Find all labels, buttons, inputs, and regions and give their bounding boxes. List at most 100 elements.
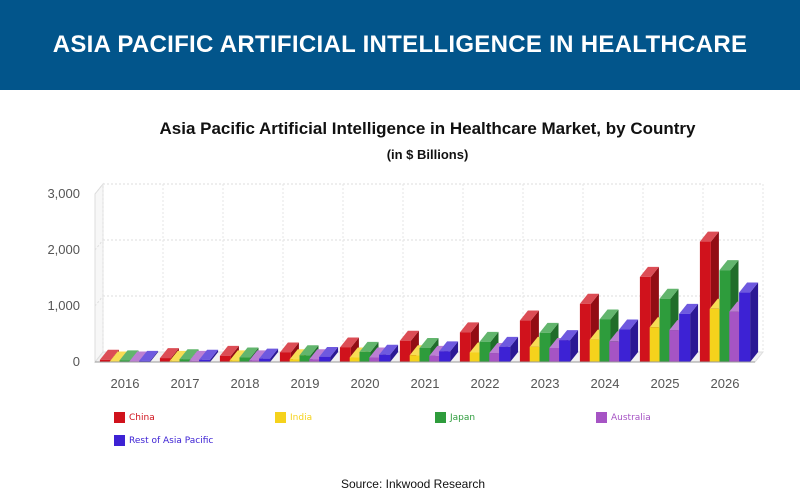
bar-japan-2017-top xyxy=(179,349,199,360)
bar-japan-2019 xyxy=(299,355,311,362)
bar-china-2016 xyxy=(99,359,111,362)
bar-japan-2026-top xyxy=(719,260,739,271)
x-tick-label: 2026 xyxy=(711,376,740,391)
bar-australia-2021 xyxy=(429,355,441,362)
bar-india-2019 xyxy=(289,359,301,362)
bar-china-2020-top xyxy=(339,337,359,348)
x-tick-label: 2022 xyxy=(471,376,500,391)
bar-china-2022 xyxy=(459,332,471,362)
bar-rest-of-asia-pacific-2022 xyxy=(499,346,511,362)
x-tick-label: 2016 xyxy=(111,376,140,391)
y-tick-label: 0 xyxy=(73,354,80,369)
bar-rest-of-asia-pacific-2019-side xyxy=(330,346,339,362)
bar-japan-2019-top xyxy=(299,345,319,356)
bar-rest-of-asia-pacific-2022-top xyxy=(499,336,519,347)
legend-swatch-india xyxy=(275,412,286,423)
bar-rest-of-asia-pacific-2024-side xyxy=(630,319,639,362)
bar-rest-of-asia-pacific-2021 xyxy=(439,351,451,362)
bar-rest-of-asia-pacific-2021-top xyxy=(439,341,459,352)
source-note: Source: Inkwood Research xyxy=(340,477,486,491)
bar-india-2026 xyxy=(709,308,721,362)
bar-japan-2026 xyxy=(719,270,731,362)
bar-rest-of-asia-pacific-2023-side xyxy=(570,330,579,362)
chart-side-wall xyxy=(94,182,104,364)
bar-rest-of-asia-pacific-2017-side xyxy=(210,349,219,362)
bar-japan-2022 xyxy=(479,341,491,362)
bar-rest-of-asia-pacific-2023-top xyxy=(559,330,579,341)
bar-rest-of-asia-pacific-2025-top xyxy=(679,303,699,314)
bar-china-2025-top xyxy=(639,266,659,277)
bar-japan-2022-top xyxy=(479,331,499,342)
chart-title: Asia Pacific Artificial Intelligence in … xyxy=(159,119,696,138)
bar-china-2021-top xyxy=(399,330,419,341)
bar-india-2024 xyxy=(589,339,601,362)
bar-rest-of-asia-pacific-2026-side xyxy=(750,282,759,362)
bar-australia-2026 xyxy=(729,311,741,362)
bar-china-2017-top xyxy=(159,348,179,359)
bar-china-2024 xyxy=(579,303,591,362)
legend-label-australia: Australia xyxy=(611,412,651,423)
bar-china-2019 xyxy=(279,352,291,362)
bar-australia-2016-top xyxy=(129,351,149,362)
bar-australia-2018-top xyxy=(249,350,269,361)
bar-japan-2024 xyxy=(599,319,611,362)
legend-label-japan: Japan xyxy=(450,412,476,423)
bar-japan-2023 xyxy=(539,332,551,362)
bar-china-2026 xyxy=(699,241,711,362)
chart-subtitle: (in $ Billions) xyxy=(386,147,469,162)
y-tick-label: 1,000 xyxy=(47,298,80,313)
bar-rest-of-asia-pacific-2026-top xyxy=(739,282,759,293)
legend-item-japan: Japan xyxy=(435,412,475,423)
bar-china-2023-top xyxy=(519,310,539,321)
bar-china-2019-top xyxy=(279,342,299,353)
legend-swatch-china xyxy=(114,412,125,423)
bar-china-2023 xyxy=(519,320,531,362)
bar-japan-2018 xyxy=(239,357,251,362)
bar-china-2017 xyxy=(159,358,171,362)
bar-chart: 0 1,000 2,000 3,000 2016 2017 2018 2019 2020 2021… xyxy=(47,182,765,391)
x-tick-label: 2025 xyxy=(651,376,680,391)
bar-japan-2024-top xyxy=(599,309,619,320)
bar-china-2022-top xyxy=(459,322,479,333)
bar-australia-2018 xyxy=(249,360,261,362)
bar-rest-of-asia-pacific-2016-top xyxy=(139,350,159,361)
bar-india-2021 xyxy=(409,355,421,362)
bar-rest-of-asia-pacific-2020 xyxy=(379,354,391,362)
bar-china-2016-top xyxy=(99,349,119,360)
y-tick-label: 2,000 xyxy=(47,242,80,257)
x-tick-label: 2021 xyxy=(411,376,440,391)
bar-india-2023 xyxy=(529,346,541,362)
bar-india-2020 xyxy=(349,357,361,362)
bar-china-2025 xyxy=(639,276,651,362)
bar-japan-2025 xyxy=(659,298,671,362)
legend-label-china: China xyxy=(129,412,155,423)
bar-rest-of-asia-pacific-2018 xyxy=(259,358,271,362)
legend-swatch-japan xyxy=(435,412,446,423)
bar-rest-of-asia-pacific-2022-side xyxy=(510,336,519,362)
bar-rest-of-asia-pacific-2024 xyxy=(619,329,631,362)
legend-label-rest-of-asia-pacific: Rest of Asia Pacific xyxy=(129,435,214,446)
bar-china-2021 xyxy=(399,340,411,362)
bar-rest-of-asia-pacific-2020-side xyxy=(390,344,399,362)
bar-india-2018 xyxy=(229,360,241,362)
bar-rest-of-asia-pacific-2020-top xyxy=(379,344,399,355)
bar-australia-2019 xyxy=(309,359,321,362)
bar-rest-of-asia-pacific-2023 xyxy=(559,340,571,362)
bar-rest-of-asia-pacific-2016 xyxy=(139,360,151,362)
y-tick-label: 3,000 xyxy=(47,186,80,201)
x-tick-label: 2017 xyxy=(171,376,200,391)
bar-australia-2023 xyxy=(549,348,561,362)
bar-australia-2025 xyxy=(669,330,681,362)
legend-item-india: India xyxy=(275,412,312,423)
legend-item-china: China xyxy=(114,412,155,423)
bar-rest-of-asia-pacific-2024-top xyxy=(619,319,639,330)
x-tick-label: 2019 xyxy=(291,376,320,391)
bar-rest-of-asia-pacific-2019 xyxy=(319,356,331,362)
bar-australia-2017-top xyxy=(189,350,209,361)
bar-rest-of-asia-pacific-2017 xyxy=(199,359,211,362)
bar-japan-2016-top xyxy=(119,350,139,361)
legend-item-rest-of-asia-pacific: Rest of Asia Pacific xyxy=(114,435,213,446)
bar-india-2017 xyxy=(169,360,181,362)
bar-japan-2025-top xyxy=(659,288,679,299)
bar-rest-of-asia-pacific-2026 xyxy=(739,292,751,362)
